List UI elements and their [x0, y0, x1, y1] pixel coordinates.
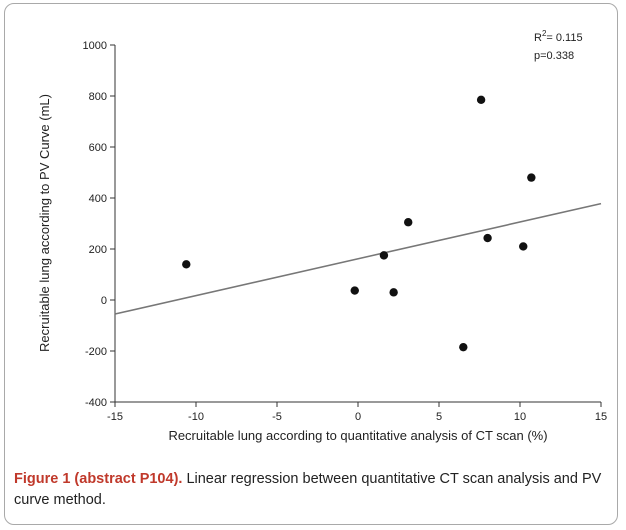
- data-point: [459, 342, 468, 352]
- x-tick-label: 0: [355, 411, 361, 423]
- data-point: [404, 218, 413, 227]
- data-point: [389, 288, 398, 297]
- y-tick-label: 200: [89, 244, 107, 256]
- y-tick-label: -200: [85, 346, 107, 358]
- x-tick-label: -10: [188, 411, 204, 423]
- data-points: [182, 95, 536, 352]
- y-tick-label: -400: [85, 397, 107, 409]
- x-tick-label: 15: [595, 411, 607, 423]
- y-axis-ticks: 1000 800 600 400 200 0 -200 -400: [83, 40, 115, 409]
- figure-caption: Figure 1 (abstract P104). Linear regress…: [14, 469, 614, 511]
- data-point: [483, 233, 492, 243]
- data-point: [350, 286, 359, 295]
- r-squared-superscript: 2: [542, 29, 547, 38]
- x-tick-label: -15: [107, 411, 123, 423]
- r-squared-value: = 0.115: [546, 32, 582, 44]
- y-tick-label: 800: [89, 91, 107, 103]
- x-tick-label: -5: [272, 411, 282, 423]
- data-point: [476, 95, 486, 105]
- y-tick-label: 600: [89, 142, 107, 154]
- data-point: [379, 251, 389, 260]
- x-axis-ticks: -15 -10 -5 0 5 10 15: [107, 402, 607, 423]
- regression-line: [114, 202, 602, 315]
- figure-frame: [4, 3, 618, 525]
- p-value-annotation: p=0.338: [534, 50, 574, 62]
- x-tick-label: 5: [436, 411, 442, 423]
- r-squared-label: R: [534, 32, 542, 44]
- figure-caption-text: Linear regression between quantitative C…: [14, 471, 602, 508]
- data-point: [527, 173, 536, 182]
- y-axis-title: Recruitable lung according to PV Curve (…: [37, 94, 52, 352]
- figure-caption-label: Figure 1 (abstract P104).: [14, 471, 183, 487]
- data-point: [519, 242, 528, 251]
- y-tick-label: 0: [101, 295, 107, 307]
- x-axis-title: Recruitable lung according to quantitati…: [168, 428, 547, 443]
- x-tick-label: 10: [514, 411, 526, 423]
- y-tick-label: 400: [89, 193, 107, 205]
- chart-axes: [114, 45, 601, 403]
- r-squared-annotation: R2= 0.115: [534, 29, 583, 44]
- data-point: [182, 260, 191, 269]
- y-tick-label: 1000: [83, 40, 107, 52]
- scatter-chart: -15 -10 -5 0 5 10 15 1000 800 600 400 200 0 -200 -400…: [37, 29, 607, 443]
